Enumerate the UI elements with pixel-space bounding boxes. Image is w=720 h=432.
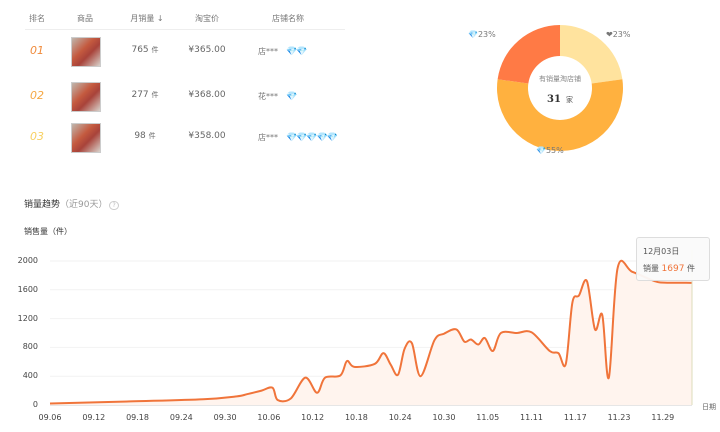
- tooltip-date: 12月03日: [643, 247, 680, 256]
- x-tick: 09.06: [38, 413, 62, 422]
- x-tick: 11.05: [476, 413, 500, 422]
- series-area: [50, 260, 692, 405]
- shop-name-text: 店***: [258, 47, 278, 56]
- header-price: 淘宝价: [195, 14, 219, 23]
- donut-slice-crown[interactable]: [497, 25, 560, 84]
- donut-slice-diamond[interactable]: [497, 79, 623, 152]
- header-product: 商品: [77, 14, 93, 23]
- diamond-badge-icon: 💎: [286, 92, 297, 102]
- y-tick: 800: [22, 342, 38, 352]
- slice-label-crown: 💎23%: [468, 30, 496, 39]
- x-tick: 09.12: [82, 413, 106, 422]
- help-icon[interactable]: ?: [109, 201, 119, 210]
- x-tick: 09.30: [213, 413, 237, 422]
- diamond-badge-icon: 💎💎: [286, 47, 307, 57]
- price: ¥368.00: [188, 90, 226, 100]
- tooltip-value-row: 销量 1697 件: [643, 263, 695, 274]
- donut-center-value: 31 家: [530, 87, 590, 106]
- sales-value: 277: [131, 90, 149, 100]
- product-thumbnail[interactable]: [71, 123, 101, 153]
- x-tick: 09.24: [169, 413, 193, 422]
- y-tick: 0: [32, 400, 38, 409]
- tooltip-unit: 件: [687, 264, 695, 273]
- x-tick: 11.23: [607, 413, 631, 422]
- slice-label-diamond: 💎55%: [536, 146, 564, 155]
- x-tick: 10.06: [257, 413, 281, 422]
- product-thumbnail[interactable]: [71, 37, 101, 67]
- donut-slice-heart[interactable]: [560, 25, 623, 84]
- sales-value: 98: [134, 131, 146, 141]
- x-tick: 09.18: [126, 413, 149, 422]
- x-tick: 10.18: [344, 413, 368, 422]
- price: ¥365.00: [188, 45, 226, 55]
- slice-label-heart: ❤23%: [606, 30, 631, 39]
- y-tick: 400: [22, 371, 38, 381]
- x-axis-label: 日期: [702, 403, 716, 411]
- shop-name[interactable]: 店*** 💎💎: [258, 46, 307, 57]
- y-tick: 2000: [17, 256, 38, 265]
- x-tick: 10.30: [432, 413, 456, 422]
- shop-unit: 家: [566, 96, 573, 104]
- trend-subtitle: （近90天）: [60, 200, 108, 210]
- x-tick: 10.12: [301, 413, 325, 422]
- diamond-badge-icon: 💎💎💎💎💎: [286, 133, 338, 143]
- x-tick: 11.11: [520, 413, 543, 422]
- price: ¥358.00: [188, 131, 226, 141]
- chart-tooltip: 12月03日 销量 1697 件: [636, 237, 710, 281]
- shop-donut-chart: [497, 25, 623, 152]
- y-tick: 1200: [17, 313, 38, 323]
- rank: 03: [30, 130, 44, 143]
- divider: [25, 29, 345, 30]
- shop-name[interactable]: 花*** 💎: [258, 91, 297, 102]
- sales-value: 765: [131, 45, 149, 55]
- x-tick: 10.24: [388, 413, 412, 422]
- shop-name-text: 花***: [258, 92, 278, 101]
- x-tick: 11.29: [651, 413, 675, 422]
- monthly-sales: 765 件: [131, 45, 158, 55]
- sales-unit: 件: [151, 91, 159, 99]
- sales-unit: 件: [148, 132, 156, 140]
- trend-title: 销量趋势（近90天）?: [24, 197, 119, 210]
- product-thumbnail[interactable]: [71, 82, 101, 112]
- trend-title-text: 销量趋势: [24, 200, 61, 210]
- y-tick: 1600: [17, 284, 38, 294]
- rank: 01: [30, 44, 44, 57]
- header-monthly-sales[interactable]: 月销量 ↓: [130, 14, 164, 23]
- series-line: [49, 260, 693, 405]
- shop-count: 31: [546, 94, 561, 105]
- tooltip-label: 销量: [643, 264, 659, 273]
- monthly-sales: 98 件: [134, 131, 155, 141]
- header-rank: 排名: [29, 14, 45, 23]
- tooltip-value: 1697: [661, 264, 685, 274]
- monthly-sales: 277 件: [131, 90, 158, 100]
- donut-center-label: 有销量淘店铺: [539, 75, 581, 83]
- shop-name-text: 店***: [258, 133, 278, 142]
- sales-unit: 件: [151, 46, 159, 54]
- rank: 02: [30, 89, 44, 102]
- y-axis-label: 销售量（件）: [24, 227, 72, 236]
- shop-name[interactable]: 店*** 💎💎💎💎💎: [258, 132, 338, 143]
- x-tick: 11.17: [563, 413, 587, 422]
- header-shop: 店铺名称: [272, 14, 304, 23]
